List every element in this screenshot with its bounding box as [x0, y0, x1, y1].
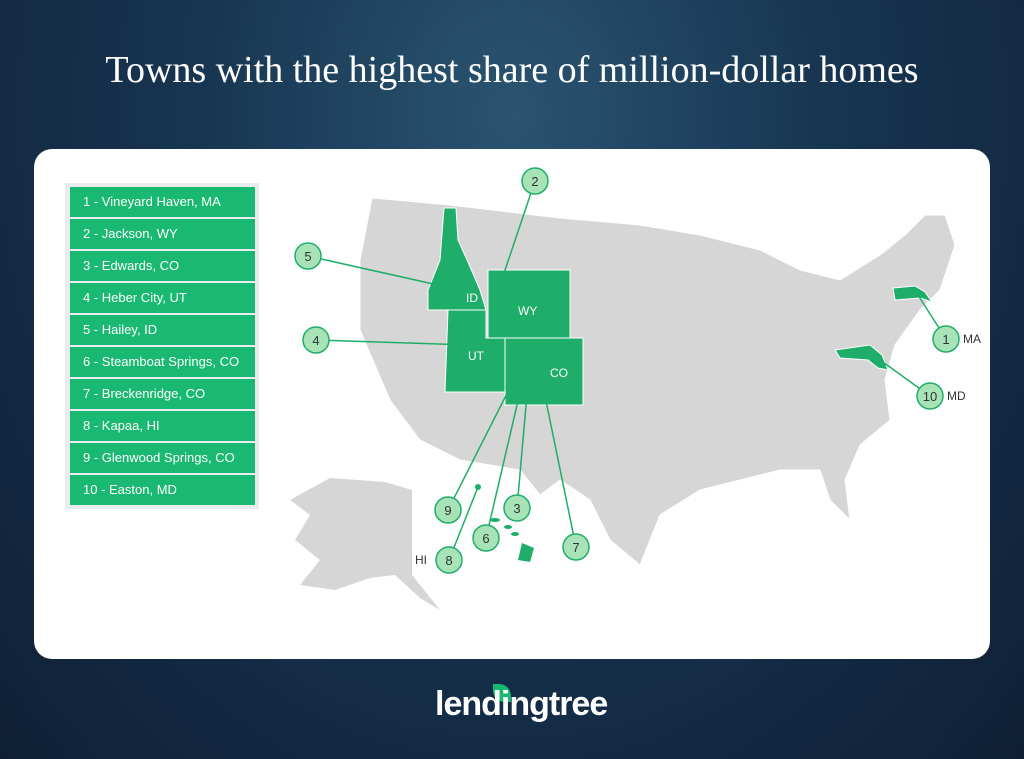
marker-number: 1: [942, 332, 949, 347]
marker-circle: [932, 325, 960, 353]
hawaii: [475, 484, 534, 562]
state-label-id: ID: [466, 291, 478, 305]
label-hi: HI: [415, 553, 427, 567]
callout-line: [516, 359, 531, 509]
legend-item: 7 - Breckenridge, CO: [70, 379, 255, 409]
marker-circle: [562, 533, 590, 561]
leaf-icon: [493, 684, 511, 702]
state-maryland: [834, 344, 889, 371]
marker-circle: [434, 496, 462, 524]
state-massachusetts: [892, 285, 934, 303]
legend-item: 2 - Jackson, WY: [70, 219, 255, 249]
marker-number: 8: [445, 553, 452, 568]
marker-circle: [435, 546, 463, 574]
marker-number: 9: [444, 503, 451, 518]
callout-line: [447, 357, 526, 511]
marker-number: 2: [531, 174, 538, 189]
marker-number: 5: [304, 249, 311, 264]
marker-number: 3: [513, 501, 520, 516]
marker-circle: [302, 326, 330, 354]
callout-line: [307, 255, 461, 291]
marker-number: 6: [482, 531, 489, 546]
state-label-ut: UT: [468, 349, 485, 363]
callout-line: [315, 339, 471, 346]
label-ma: MA: [963, 332, 981, 346]
callout-line: [537, 361, 577, 548]
state-label-co: CO: [550, 366, 568, 380]
label-md: MD: [947, 389, 966, 403]
marker-number: 7: [572, 540, 579, 555]
marker-number: 10: [923, 389, 937, 404]
legend-item: 3 - Edwards, CO: [70, 251, 255, 281]
legend-item: 9 - Glenwood Springs, CO: [70, 443, 255, 473]
marker-circle: [294, 242, 322, 270]
page-title: Towns with the highest share of million-…: [105, 49, 919, 91]
legend-item: 6 - Steamboat Springs, CO: [70, 347, 255, 377]
marker-circle: [503, 494, 531, 522]
legend-item: 4 - Heber City, UT: [70, 283, 255, 313]
marker-circle: [472, 524, 500, 552]
state-idaho: [427, 207, 487, 311]
marker-circle: [916, 382, 944, 410]
alaska: [290, 478, 440, 610]
marker-circle: [521, 167, 549, 195]
state-label-wy: WY: [518, 304, 537, 318]
marker-number: 4: [312, 333, 319, 348]
callout-line: [485, 357, 529, 539]
legend-item: 10 - Easton, MD: [70, 475, 255, 505]
legend-item: 5 - Hailey, ID: [70, 315, 255, 345]
ranking-legend: 1 - Vineyard Haven, MA 2 - Jackson, WY 3…: [65, 183, 259, 509]
lendingtree-logo: lendingtree: [435, 685, 608, 723]
legend-item: 8 - Kapaa, HI: [70, 411, 255, 441]
state-colorado: [504, 337, 584, 406]
callout-line: [499, 180, 536, 286]
legend-item: 1 - Vineyard Haven, MA: [70, 187, 255, 217]
